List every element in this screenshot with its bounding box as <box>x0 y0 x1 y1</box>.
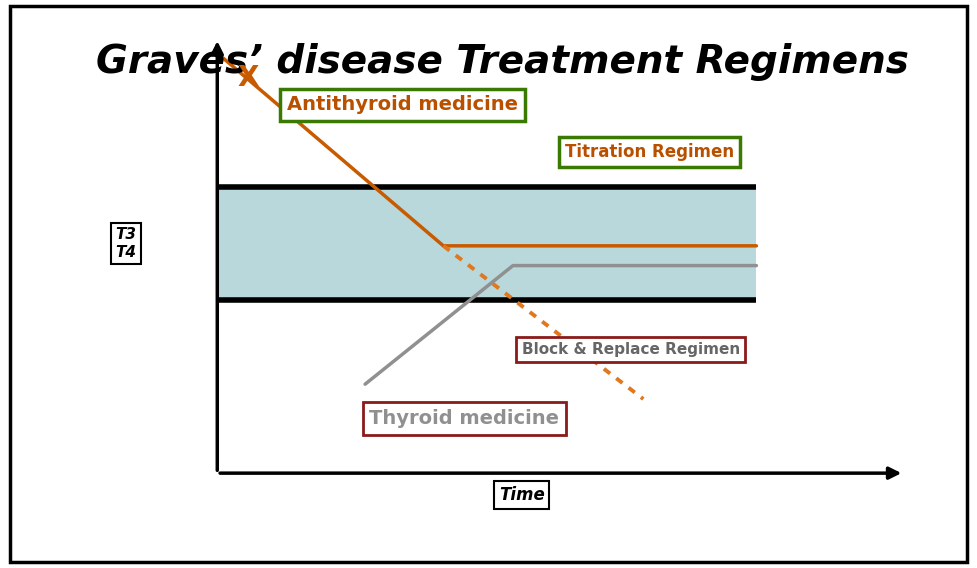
Text: Titration Regimen: Titration Regimen <box>565 143 735 161</box>
Text: Thyroid medicine: Thyroid medicine <box>369 410 560 428</box>
Text: T3
T4: T3 T4 <box>115 227 137 260</box>
Text: Graves’ disease Treatment Regimens: Graves’ disease Treatment Regimens <box>96 43 909 81</box>
Text: Time: Time <box>498 486 544 504</box>
Text: Block & Replace Regimen: Block & Replace Regimen <box>522 342 740 357</box>
Bar <box>217 186 756 300</box>
Text: Antithyroid medicine: Antithyroid medicine <box>287 95 518 115</box>
Text: X: X <box>237 64 258 92</box>
